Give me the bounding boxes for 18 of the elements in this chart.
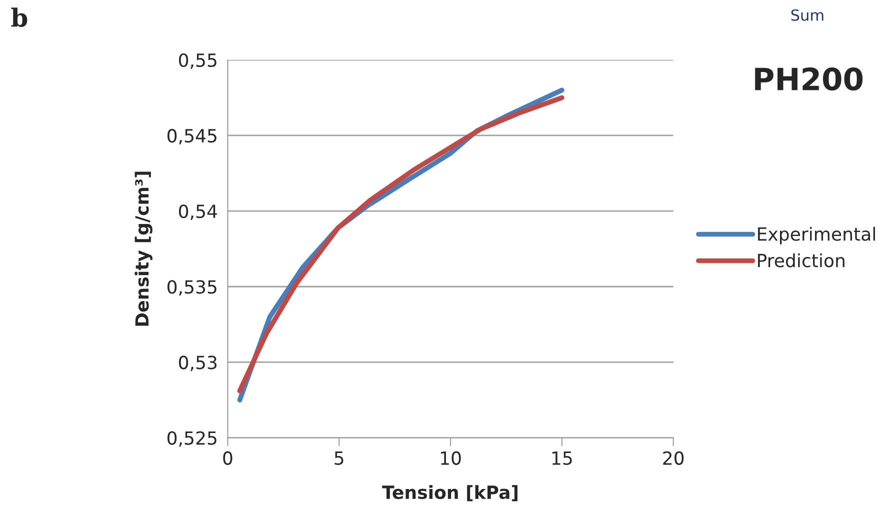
text: Sum xyxy=(791,9,824,21)
text: PH200 xyxy=(755,67,863,91)
x-tick-label: 10 xyxy=(441,451,461,465)
x-tick-label: 0 xyxy=(223,451,232,465)
y-tick-label: 0,545 xyxy=(167,128,216,144)
legend-label: Experimental xyxy=(758,226,875,244)
y-tick-label: 0,55 xyxy=(178,53,216,69)
y-tick-label: 0,535 xyxy=(167,280,216,296)
x-tick-label: 5 xyxy=(334,452,344,465)
legend-label: Prediction xyxy=(758,253,844,268)
text: b xyxy=(11,8,28,27)
y-tick-label: 0,525 xyxy=(167,431,216,447)
y-tick-label: 0,54 xyxy=(178,204,217,220)
y-axis-title: Density [g/cm³] xyxy=(134,172,152,326)
y-tick-label: 0,53 xyxy=(178,356,217,372)
x-tick-label: 15 xyxy=(552,452,572,465)
x-axis-title: Tension [kPa] xyxy=(382,485,518,502)
x-tick-label: 20 xyxy=(663,451,684,465)
